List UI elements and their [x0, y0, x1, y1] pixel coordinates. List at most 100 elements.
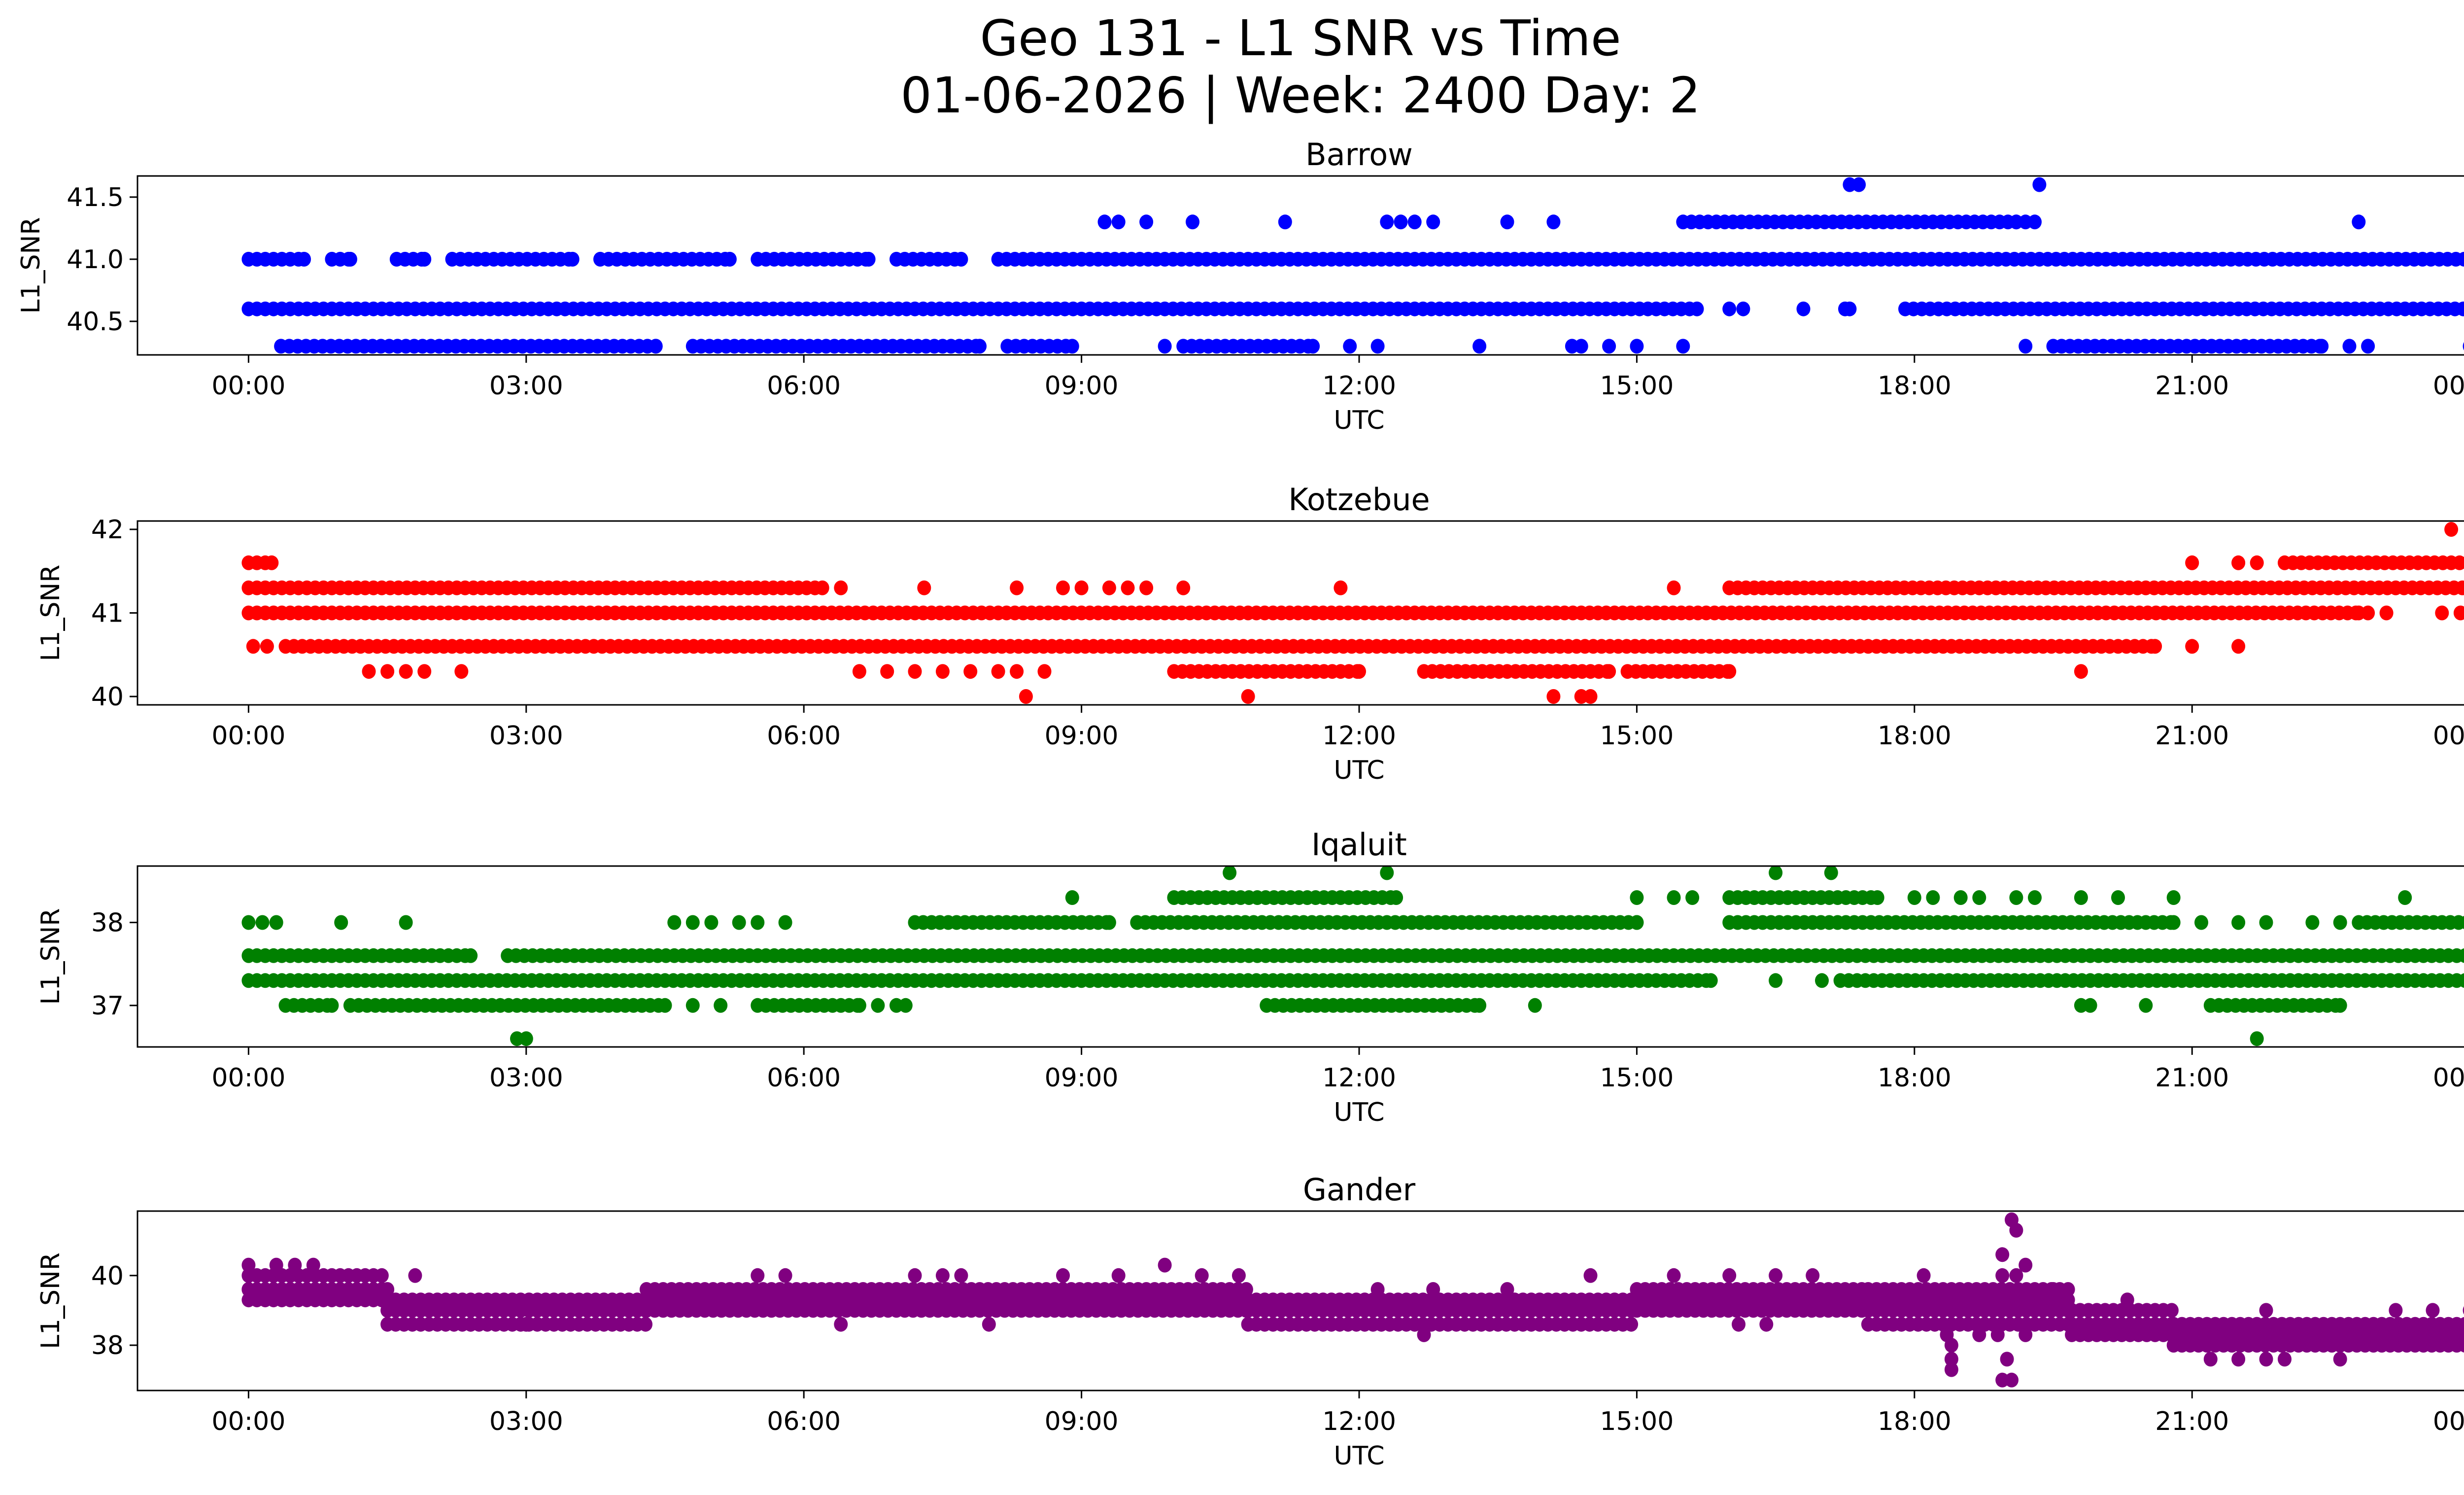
data-point: [1769, 866, 1783, 880]
data-point: [1472, 339, 1487, 354]
x-tick-label: 03:00: [489, 721, 563, 751]
data-point: [1097, 214, 1112, 230]
data-point: [417, 251, 432, 267]
data-point: [2009, 890, 2023, 905]
x-tick-label: 03:00: [489, 371, 563, 401]
x-tick-label: 18:00: [1878, 1063, 1951, 1093]
x-tick-label: 21:00: [2155, 721, 2229, 751]
data-point: [2139, 998, 2153, 1013]
data-point: [1121, 580, 1135, 595]
data-point: [2333, 915, 2347, 930]
data-point: [2463, 584, 2464, 592]
data-point: [834, 580, 848, 595]
data-point: [2463, 976, 2464, 985]
data-point: [1472, 998, 1487, 1013]
data-point: [241, 1257, 256, 1273]
x-tick-label: 12:00: [1322, 371, 1396, 401]
data-point: [1407, 214, 1422, 230]
data-point: [685, 998, 700, 1013]
data-point: [1574, 339, 1588, 354]
data-point: [2203, 1352, 2218, 1367]
x-tick-label: 00:00: [2433, 371, 2464, 401]
data-point: [1704, 973, 1718, 988]
data-point: [399, 915, 413, 930]
data-point: [1944, 1352, 1958, 1367]
data-point: [1953, 890, 1968, 905]
data-point: [1417, 1327, 1431, 1342]
data-point: [667, 915, 682, 930]
data-point: [1223, 866, 1237, 880]
data-point: [417, 664, 432, 679]
data-point: [815, 580, 829, 595]
data-point: [2009, 1222, 2023, 1238]
data-point: [1500, 1282, 1514, 1297]
data-point: [519, 1317, 533, 1332]
data-point: [288, 1257, 302, 1273]
data-point: [2231, 1352, 2246, 1367]
data-point: [464, 1317, 478, 1332]
data-point: [871, 998, 885, 1013]
subplots: Barrow 00:00 03:00 06:00 09:00 12:00 15:00 18:0…: [16, 137, 2464, 1471]
data-point: [2463, 918, 2464, 927]
data-point: [1056, 1268, 1070, 1283]
scatter-points: [241, 177, 2464, 354]
data-point: [834, 1317, 848, 1332]
data-point: [1990, 1327, 2005, 1342]
data-point: [1111, 214, 1126, 230]
data-point: [1546, 689, 1561, 704]
data-point: [265, 555, 279, 570]
x-tick-label: 03:00: [489, 1407, 563, 1436]
y-axis-label: L1_SNR: [36, 1252, 66, 1349]
data-point: [241, 915, 256, 930]
data-point: [2379, 605, 2394, 621]
data-point: [1500, 214, 1514, 230]
subplot-barrow: Barrow 00:00 03:00 06:00 09:00 12:00 15:00 18:0…: [16, 137, 2464, 435]
x-tick-label: 18:00: [1878, 1407, 1951, 1436]
data-point: [1037, 664, 1052, 679]
data-point: [954, 251, 968, 267]
data-point: [1139, 580, 1154, 595]
data-point: [1667, 580, 1681, 595]
data-point: [1158, 339, 1172, 354]
data-point: [1995, 1247, 2010, 1262]
x-tick-label: 00:00: [211, 721, 285, 751]
scatter-points: [241, 1212, 2464, 1388]
data-point: [2453, 605, 2464, 621]
data-point: [1722, 301, 1737, 316]
x-tick-label: 15:00: [1600, 1407, 1674, 1436]
data-point: [1732, 1317, 1745, 1332]
data-point: [1852, 177, 1866, 192]
data-point: [260, 639, 274, 654]
data-point: [2361, 339, 2375, 354]
data-point: [375, 1268, 389, 1283]
x-tick-label: 09:00: [1045, 721, 1119, 751]
data-point: [1278, 214, 1292, 230]
data-point: [852, 998, 866, 1013]
data-point: [1186, 214, 1199, 230]
data-point: [1380, 214, 1394, 230]
data-point: [935, 664, 950, 679]
data-point: [2074, 890, 2088, 905]
data-point: [658, 998, 672, 1013]
data-point: [1690, 301, 1704, 316]
x-tick-label: 00:00: [211, 371, 285, 401]
data-point: [2194, 915, 2208, 930]
scatter-points: [241, 866, 2464, 1046]
data-point: [2231, 915, 2246, 930]
x-tick-label: 12:00: [1322, 721, 1396, 751]
x-tick-label: 09:00: [1045, 1063, 1119, 1093]
data-point: [861, 251, 876, 267]
x-tick-label: 09:00: [1045, 1407, 1119, 1436]
x-tick-label: 21:00: [2155, 1063, 2229, 1093]
subplot-iqaluit: Iqaluit 00:00 03:00 06:00 09:00 12:00 15:00 18:…: [36, 827, 2464, 1127]
x-axis-label: UTC: [1334, 1441, 1384, 1471]
data-point: [2259, 1352, 2273, 1367]
data-point: [778, 915, 792, 930]
data-point: [732, 915, 746, 930]
data-point: [1426, 1282, 1440, 1297]
y-axis-label: L1_SNR: [36, 908, 66, 1005]
data-point: [1010, 664, 1024, 679]
figure-title-line-2: 01-06-2026 | Week: 2400 Day: 2: [900, 67, 1700, 124]
data-point: [1343, 339, 1357, 354]
data-point: [1065, 339, 1079, 354]
